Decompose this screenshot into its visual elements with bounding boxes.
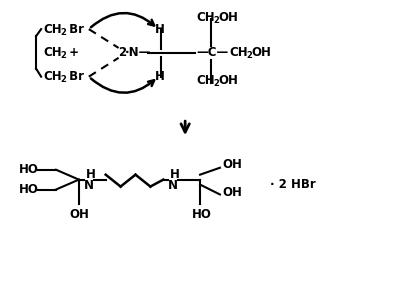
Text: Br: Br: [65, 23, 84, 36]
Text: HO: HO: [19, 183, 39, 196]
Text: CH: CH: [43, 46, 62, 59]
Text: H: H: [155, 70, 165, 83]
Text: OH: OH: [222, 158, 242, 171]
Text: 2: 2: [213, 16, 219, 25]
Text: OH: OH: [252, 46, 272, 59]
Text: Br: Br: [65, 70, 84, 83]
Text: ·N—: ·N—: [124, 46, 151, 59]
Text: OH: OH: [218, 74, 238, 87]
Text: CH: CH: [196, 74, 215, 87]
Text: H: H: [155, 23, 165, 36]
Text: 2: 2: [60, 28, 66, 37]
Text: 2: 2: [119, 46, 127, 59]
Text: H: H: [170, 168, 180, 181]
Text: OH: OH: [69, 208, 89, 221]
Text: N: N: [84, 179, 94, 192]
Text: +: +: [65, 46, 79, 59]
Text: HO: HO: [19, 163, 39, 176]
Text: OH: OH: [222, 186, 242, 199]
Text: CH: CH: [230, 46, 248, 59]
Text: 2: 2: [60, 51, 66, 60]
Text: CH: CH: [43, 70, 62, 83]
Text: N: N: [168, 179, 178, 192]
Text: H: H: [86, 168, 96, 181]
Text: 2: 2: [60, 75, 66, 84]
Text: —C—: —C—: [196, 46, 228, 59]
Text: HO: HO: [192, 208, 212, 221]
Text: CH: CH: [43, 23, 62, 36]
Text: 2: 2: [213, 79, 219, 88]
Text: 2: 2: [247, 51, 253, 60]
Text: CH: CH: [196, 11, 215, 24]
Text: OH: OH: [218, 11, 238, 24]
Text: · 2 HBr: · 2 HBr: [270, 178, 315, 191]
